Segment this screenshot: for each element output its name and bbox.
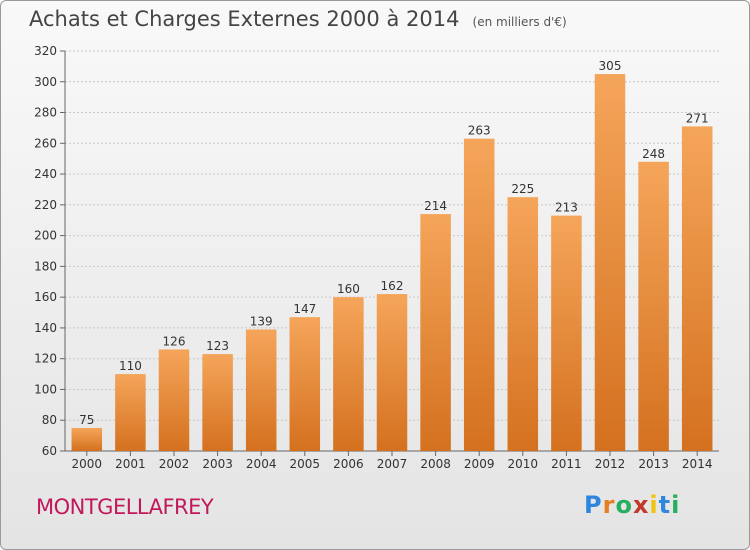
x-tick-label-2004: 2004 [246,457,277,471]
y-tick-label: 80 [42,413,57,427]
y-tick-label: 160 [34,290,57,304]
y-tick-label: 120 [34,352,57,366]
value-label-2005: 147 [293,302,316,316]
value-label-2014: 271 [686,111,709,125]
logo-letter: i [649,491,659,519]
y-tick-label: 180 [34,259,57,273]
chart-title: Achats et Charges Externes 2000 à 2014 [29,7,460,31]
bar-2014 [681,126,713,451]
axis-layer: 60 80 100 120 140 160 180 200 220 240 260 280 300 320… [34,44,719,471]
x-tick-label-2000: 2000 [72,457,103,471]
value-label-2010: 225 [511,182,534,196]
chart-subtitle: (en milliers d'€) [472,15,567,29]
x-tick-label-2007: 2007 [377,457,408,471]
x-tick-label-2008: 2008 [420,457,451,471]
y-tick-label: 280 [34,106,57,120]
y-tick-label: 100 [34,382,57,396]
bar-2003 [202,354,233,451]
x-tick-label-2003: 2003 [202,457,233,471]
bar-2008 [420,214,451,451]
bar-layer [71,74,713,452]
bar-2005 [289,317,321,451]
y-tick-label: 60 [42,444,57,458]
y-tick-label: 200 [34,229,57,243]
logo-letter: o [615,491,633,519]
value-label-2007: 162 [381,279,404,293]
logo-letter: i [671,491,681,519]
value-label-2002: 126 [163,334,186,348]
bar-2000 [71,427,103,451]
x-tick-label-2009: 2009 [464,457,495,471]
x-tick-label-2012: 2012 [595,457,626,471]
logo-letter: P [584,491,603,519]
bar-2004 [245,329,277,451]
value-label-2009: 263 [468,124,491,138]
value-label-2000: 75 [79,413,94,427]
value-label-2012: 305 [599,59,622,73]
logo-letter: t [658,491,672,519]
proxiti-logo[interactable]: Proxiti [584,491,680,519]
bar-2010 [507,197,539,451]
bar-2007 [376,294,408,451]
y-tick-label: 260 [34,136,57,150]
value-label-2003: 123 [206,339,229,353]
logo-letter: r [602,491,616,519]
value-label-2011: 213 [555,201,578,215]
x-tick-label-2013: 2013 [638,457,669,471]
y-tick-label: 140 [34,321,57,335]
bar-2011 [551,215,582,451]
bar-2001 [115,374,146,451]
value-label-2004: 139 [250,314,273,328]
bar-2013 [638,161,669,451]
logo-letter: x [632,491,650,519]
x-tick-label-2002: 2002 [159,457,190,471]
bar-2006 [333,297,364,451]
value-label-2006: 160 [337,282,360,296]
title-row: Achats et Charges Externes 2000 à 2014 (… [29,7,567,31]
x-tick-label-2010: 2010 [508,457,539,471]
x-tick-label-2005: 2005 [290,457,321,471]
bar-2012 [594,74,626,452]
value-label-2001: 110 [119,359,142,373]
y-tick-label: 240 [34,167,57,181]
x-tick-label-2014: 2014 [682,457,713,471]
y-tick-label: 300 [34,75,57,89]
value-label-2008: 214 [424,199,447,213]
bar-2009 [463,138,495,451]
y-tick-label: 320 [34,44,57,58]
value-label-2013: 248 [642,147,665,161]
y-tick-label: 220 [34,198,57,212]
x-tick-label-2001: 2001 [115,457,146,471]
x-tick-label-2011: 2011 [551,457,582,471]
commune-name: MONTGELLAFREY [36,495,214,519]
label-layer: 75 110 126 123 139 147 160 162 214 263 225 213 305 24… [79,59,708,427]
bar-2002 [158,349,190,451]
x-tick-label-2006: 2006 [333,457,364,471]
